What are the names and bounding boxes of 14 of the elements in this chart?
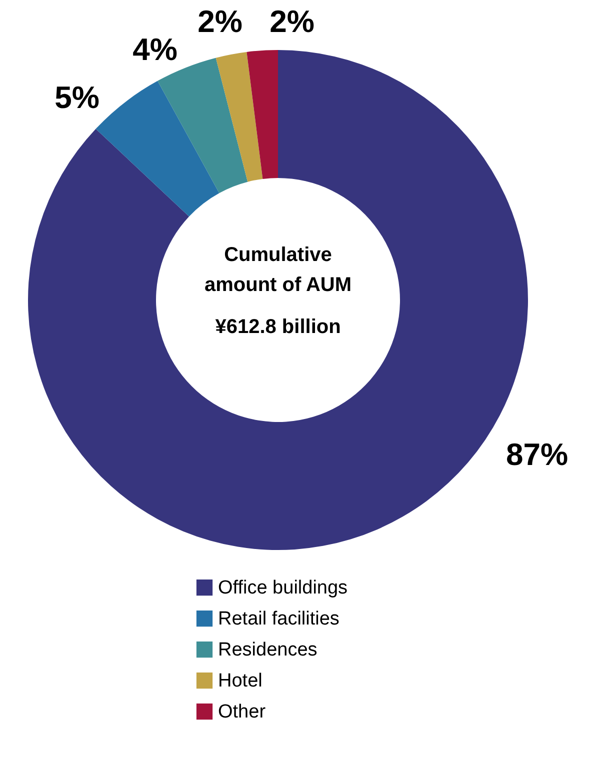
- data-label: 2%: [198, 4, 242, 39]
- donut-slice: [216, 52, 263, 182]
- data-label: 4%: [132, 32, 178, 67]
- legend-label: Hotel: [218, 670, 262, 692]
- legend-label: Office buildings: [218, 578, 348, 598]
- data-label: 87%: [506, 437, 568, 472]
- data-label: 2%: [270, 4, 314, 39]
- text: ¥612.8 billion: [215, 316, 341, 338]
- legend-label: Retail facilities: [218, 608, 340, 630]
- data-label: 5%: [54, 80, 100, 115]
- legend-label: Other: [218, 702, 266, 722]
- text: Cumulative amount of AUM: [204, 244, 352, 296]
- donut-slice: [246, 50, 278, 179]
- legend-label: Residences: [218, 640, 318, 660]
